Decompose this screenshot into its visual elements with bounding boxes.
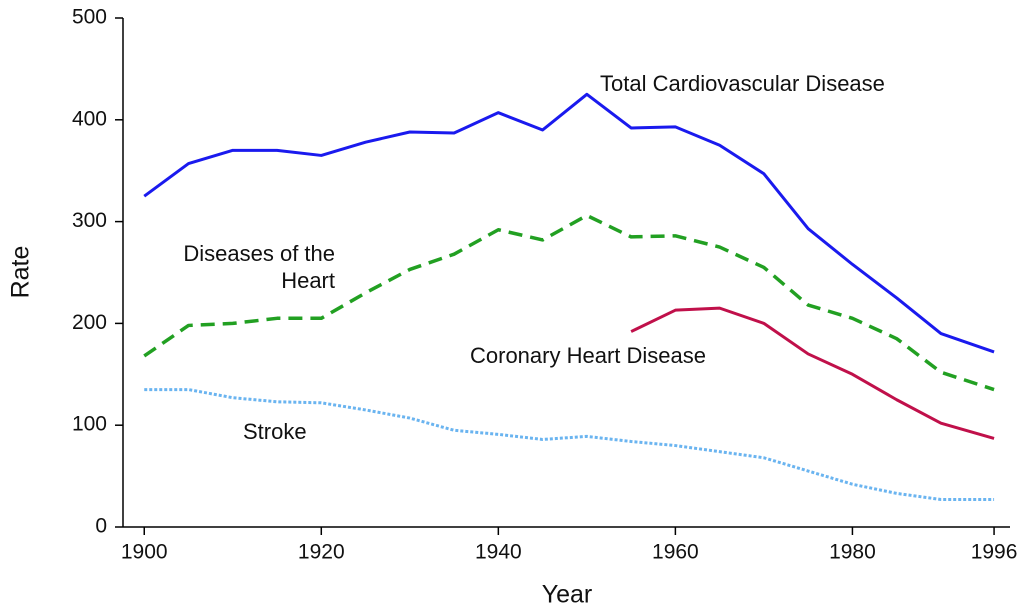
series-label: Diseases of the Heart <box>183 241 335 293</box>
y-tick-label: 0 <box>95 515 107 538</box>
x-tick-label: 1980 <box>829 541 876 564</box>
series-line <box>630 306 995 440</box>
y-tick-label: 300 <box>72 209 107 232</box>
series-label: Stroke <box>243 419 307 444</box>
x-axis-title: Year <box>542 581 593 609</box>
x-tick-label: 1940 <box>475 541 522 564</box>
series-line <box>144 388 995 502</box>
x-tick-label: 1920 <box>298 541 345 564</box>
y-tick-label: 100 <box>72 413 107 436</box>
x-tick-label: 1900 <box>121 541 168 564</box>
y-tick-label: 400 <box>72 107 107 130</box>
x-tick-label: 1996 <box>971 541 1018 564</box>
x-tick-label: 1960 <box>652 541 699 564</box>
series-label: Total Cardiovascular Disease <box>600 71 885 96</box>
series-line <box>143 92 995 354</box>
y-tick-label: 200 <box>72 311 107 334</box>
y-axis-title: Rate <box>7 246 35 299</box>
y-tick-label: 500 <box>72 6 107 29</box>
series-label: Coronary Heart Disease <box>470 343 706 368</box>
